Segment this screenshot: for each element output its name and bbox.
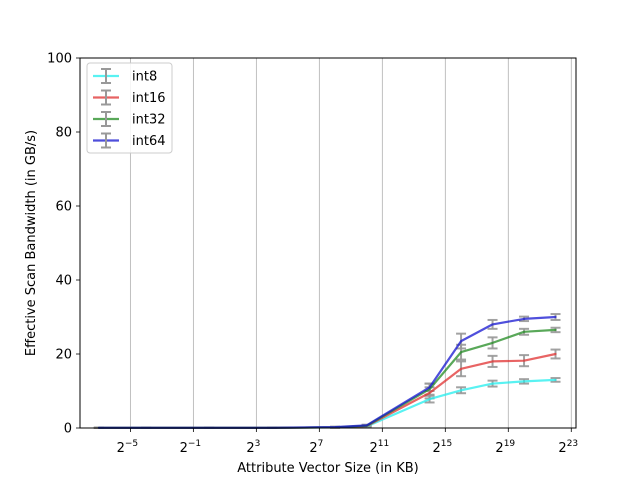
x-tick-exponent: −1 — [188, 439, 201, 449]
legend-label: int8 — [132, 70, 157, 85]
x-axis-label: Attribute Vector Size (in KB) — [237, 461, 418, 476]
x-tick-exponent: 3 — [255, 439, 261, 449]
y-axis-label: Effective Scan Bandwidth (in GB/s) — [24, 130, 39, 356]
y-axis-ticks: 0 20 40 60 80 100 — [47, 52, 80, 437]
plot-frame — [79, 57, 577, 429]
y-tick-label: 100 — [47, 52, 72, 67]
legend-label: int64 — [132, 134, 166, 149]
legend: int8 int16 int32 int64 — [86, 62, 173, 154]
x-tick-label: 27 — [309, 439, 323, 456]
x-tick-base: 2 — [309, 441, 317, 456]
x-tick-label: 223 — [558, 439, 578, 456]
x-tick-exponent: 11 — [378, 439, 389, 449]
x-axis-ticks: 2−5 2−1 23 27 211 215 219 223 — [117, 428, 578, 456]
x-tick-base: 2 — [558, 441, 566, 456]
x-tick-exponent: 7 — [318, 439, 324, 449]
legend-label: int16 — [132, 91, 166, 106]
x-tick-base: 2 — [246, 441, 254, 456]
x-tick-base: 2 — [432, 441, 440, 456]
x-tick-exponent: 19 — [504, 439, 516, 449]
y-tick-label: 80 — [55, 126, 72, 141]
x-tick-base: 2 — [369, 441, 377, 456]
x-tick-label: 2−5 — [117, 439, 139, 456]
x-tick-label: 2−1 — [180, 439, 202, 456]
x-tick-exponent: 15 — [441, 439, 452, 449]
x-tick-base: 2 — [495, 441, 503, 456]
legend-box — [86, 62, 173, 154]
x-tick-label: 23 — [246, 439, 260, 456]
x-tick-label: 215 — [432, 439, 452, 456]
x-tick-exponent: 23 — [567, 439, 578, 449]
legend-label: int32 — [132, 113, 166, 128]
y-tick-label: 60 — [55, 200, 72, 215]
x-tick-label: 219 — [495, 439, 515, 456]
x-tick-base: 2 — [180, 441, 188, 456]
x-tick-exponent: −5 — [125, 439, 138, 449]
y-tick-label: 0 — [64, 422, 72, 437]
x-tick-label: 211 — [369, 439, 389, 456]
x-tick-base: 2 — [117, 441, 125, 456]
y-tick-label: 20 — [55, 348, 72, 363]
y-tick-label: 40 — [55, 274, 72, 289]
